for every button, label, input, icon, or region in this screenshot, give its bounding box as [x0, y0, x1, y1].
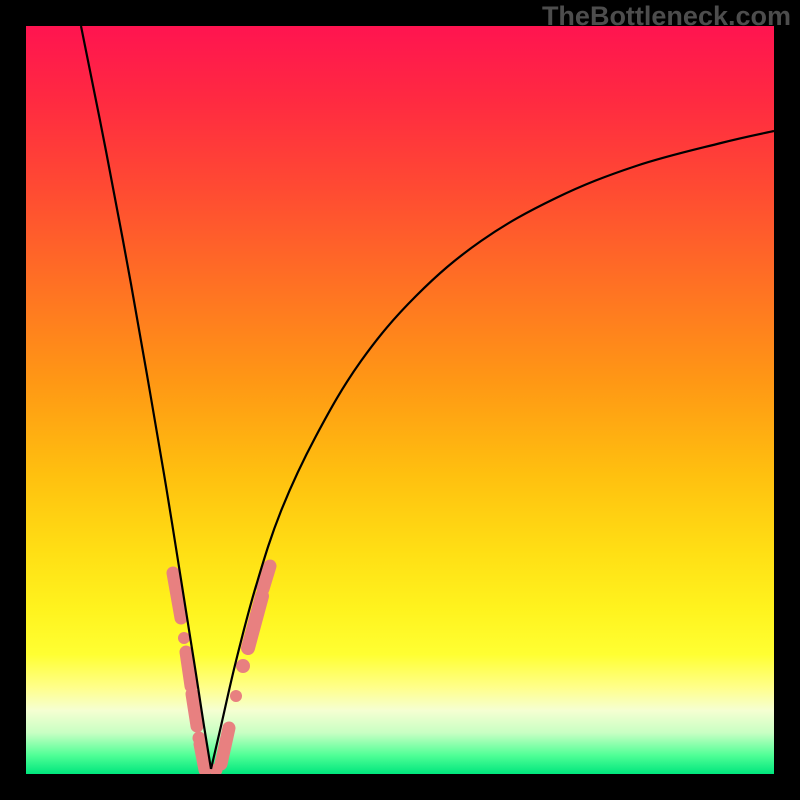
chart-canvas: TheBottleneck.com	[0, 0, 800, 800]
frame-border-right	[774, 0, 800, 800]
plot-area	[26, 26, 774, 774]
watermark-text: TheBottleneck.com	[542, 1, 791, 32]
right-branch-curve	[211, 131, 774, 769]
bottleneck-curve	[26, 26, 774, 774]
frame-border-bottom	[0, 774, 800, 800]
frame-border-left	[0, 0, 26, 800]
data-point-markers	[173, 566, 270, 774]
